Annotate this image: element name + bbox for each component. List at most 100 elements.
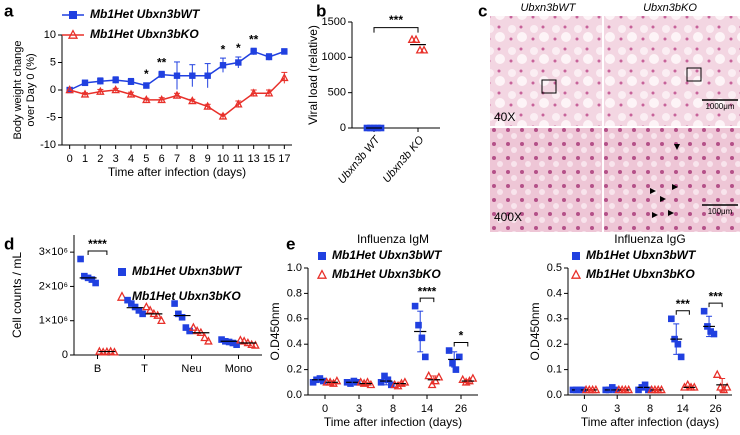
marker — [128, 300, 135, 307]
marker — [356, 377, 366, 386]
marker — [139, 310, 146, 318]
marker — [175, 310, 182, 318]
histology-panel: c Ubxn3bWT Ubxn3bKO 40X 400X 1000μm 100μ… — [478, 1, 740, 232]
marker — [320, 377, 327, 385]
significance: *** — [709, 289, 723, 303]
x-tick-label: 13 — [248, 153, 260, 165]
marker — [235, 59, 242, 66]
legend-label: Mb1Het Ubxn3bKO — [332, 267, 441, 281]
y-tick-label: 0.1 — [547, 364, 562, 376]
marker — [280, 72, 289, 82]
marker — [381, 372, 388, 380]
bracket — [453, 342, 469, 347]
significance: * — [221, 42, 226, 56]
marker — [96, 86, 105, 95]
y-axis-label: Body weight change — [12, 40, 24, 139]
x-tick-label: 5 — [143, 153, 149, 165]
magnification: 400X — [494, 210, 522, 224]
x-tick-label: 1 — [82, 153, 88, 165]
micrograph — [604, 128, 740, 232]
scale-label: 1000μm — [705, 102, 734, 111]
marker — [219, 62, 227, 69]
y-tick-label: 0.5 — [547, 262, 562, 274]
marker — [456, 353, 463, 361]
x-tick-label: 6 — [159, 153, 165, 165]
panel-letter: a — [4, 1, 14, 20]
marker — [65, 85, 74, 94]
marker — [178, 313, 186, 321]
y-axis-label: Cell counts / mL — [10, 252, 24, 338]
marker — [173, 72, 181, 79]
marker — [400, 377, 410, 386]
marker — [418, 334, 426, 342]
significance: ** — [249, 32, 259, 46]
y-tick-label: 0.2 — [547, 338, 562, 350]
marker — [182, 324, 190, 331]
legend-label: Mb1Het Ubxn3bKO — [90, 27, 199, 41]
bracket — [87, 250, 108, 255]
marker — [127, 78, 135, 85]
marker — [81, 79, 89, 87]
significance: ** — [157, 55, 167, 69]
bracket — [373, 27, 419, 33]
x-tick-label: Ubxn3b WT — [336, 133, 383, 186]
marker — [668, 315, 675, 323]
marker — [239, 336, 249, 345]
y-tick-label: 0 — [50, 84, 56, 96]
x-axis-label: Time after infection (days) — [108, 165, 246, 179]
column-label: Ubxn3bWT — [520, 2, 576, 14]
y-tick-label: 1.0 — [287, 262, 302, 274]
marker — [377, 379, 385, 386]
marker — [570, 269, 582, 279]
y-tick-label: -5 — [46, 111, 56, 123]
chart-title: Influenza IgG — [614, 232, 685, 246]
y-tick-label: 0.0 — [287, 389, 302, 401]
x-tick-label: B — [94, 363, 101, 375]
x-tick-label: 0 — [581, 403, 587, 415]
panel-letter: e — [286, 234, 295, 253]
x-axis-label: Time after infection (days) — [324, 415, 462, 429]
y-tick-label: 1×10⁶ — [39, 315, 68, 327]
y-tick-label: -10 — [40, 139, 56, 151]
marker — [172, 90, 182, 99]
bracket — [675, 310, 690, 315]
marker — [449, 359, 456, 367]
y-tick-label: 500 — [328, 87, 346, 99]
x-tick-label: 15 — [263, 153, 275, 165]
marker — [97, 78, 104, 85]
x-tick-label: 4 — [128, 153, 134, 165]
bracket — [708, 302, 723, 308]
x-tick-label: Mono — [225, 363, 253, 375]
marker — [316, 269, 328, 279]
panel-letter: c — [478, 1, 487, 20]
marker — [142, 301, 151, 311]
marker — [186, 327, 193, 335]
marker — [225, 338, 233, 346]
y-axis-label: over Day 0 (%) — [25, 53, 37, 126]
x-tick-label: 7 — [174, 153, 180, 165]
marker — [674, 340, 682, 348]
y-axis-label: O.D450nm — [528, 302, 542, 360]
x-tick-label: Neu — [181, 363, 201, 375]
marker — [204, 72, 211, 79]
marker — [81, 272, 88, 280]
x-tick-label: 3 — [614, 403, 620, 415]
legend-label: Mb1Het Ubxn3bWT — [132, 264, 243, 278]
x-tick-label: 3 — [356, 403, 362, 415]
y-tick-label: 0.4 — [547, 287, 562, 299]
marker — [249, 88, 258, 97]
magnification: 40X — [494, 110, 515, 124]
x-tick-label: 0 — [322, 403, 328, 415]
arrowheads — [650, 144, 680, 218]
significance: **** — [418, 284, 437, 298]
marker — [88, 276, 96, 283]
y-tick-label: 0 — [340, 122, 346, 134]
marker — [250, 48, 257, 55]
x-axis-label: Time after infection (days) — [581, 415, 719, 429]
marker — [445, 347, 453, 354]
panel-letter: b — [316, 1, 326, 20]
marker — [233, 341, 240, 349]
y-axis-label: Viral load (relative) — [306, 25, 320, 125]
marker — [424, 370, 434, 380]
marker — [712, 369, 722, 378]
